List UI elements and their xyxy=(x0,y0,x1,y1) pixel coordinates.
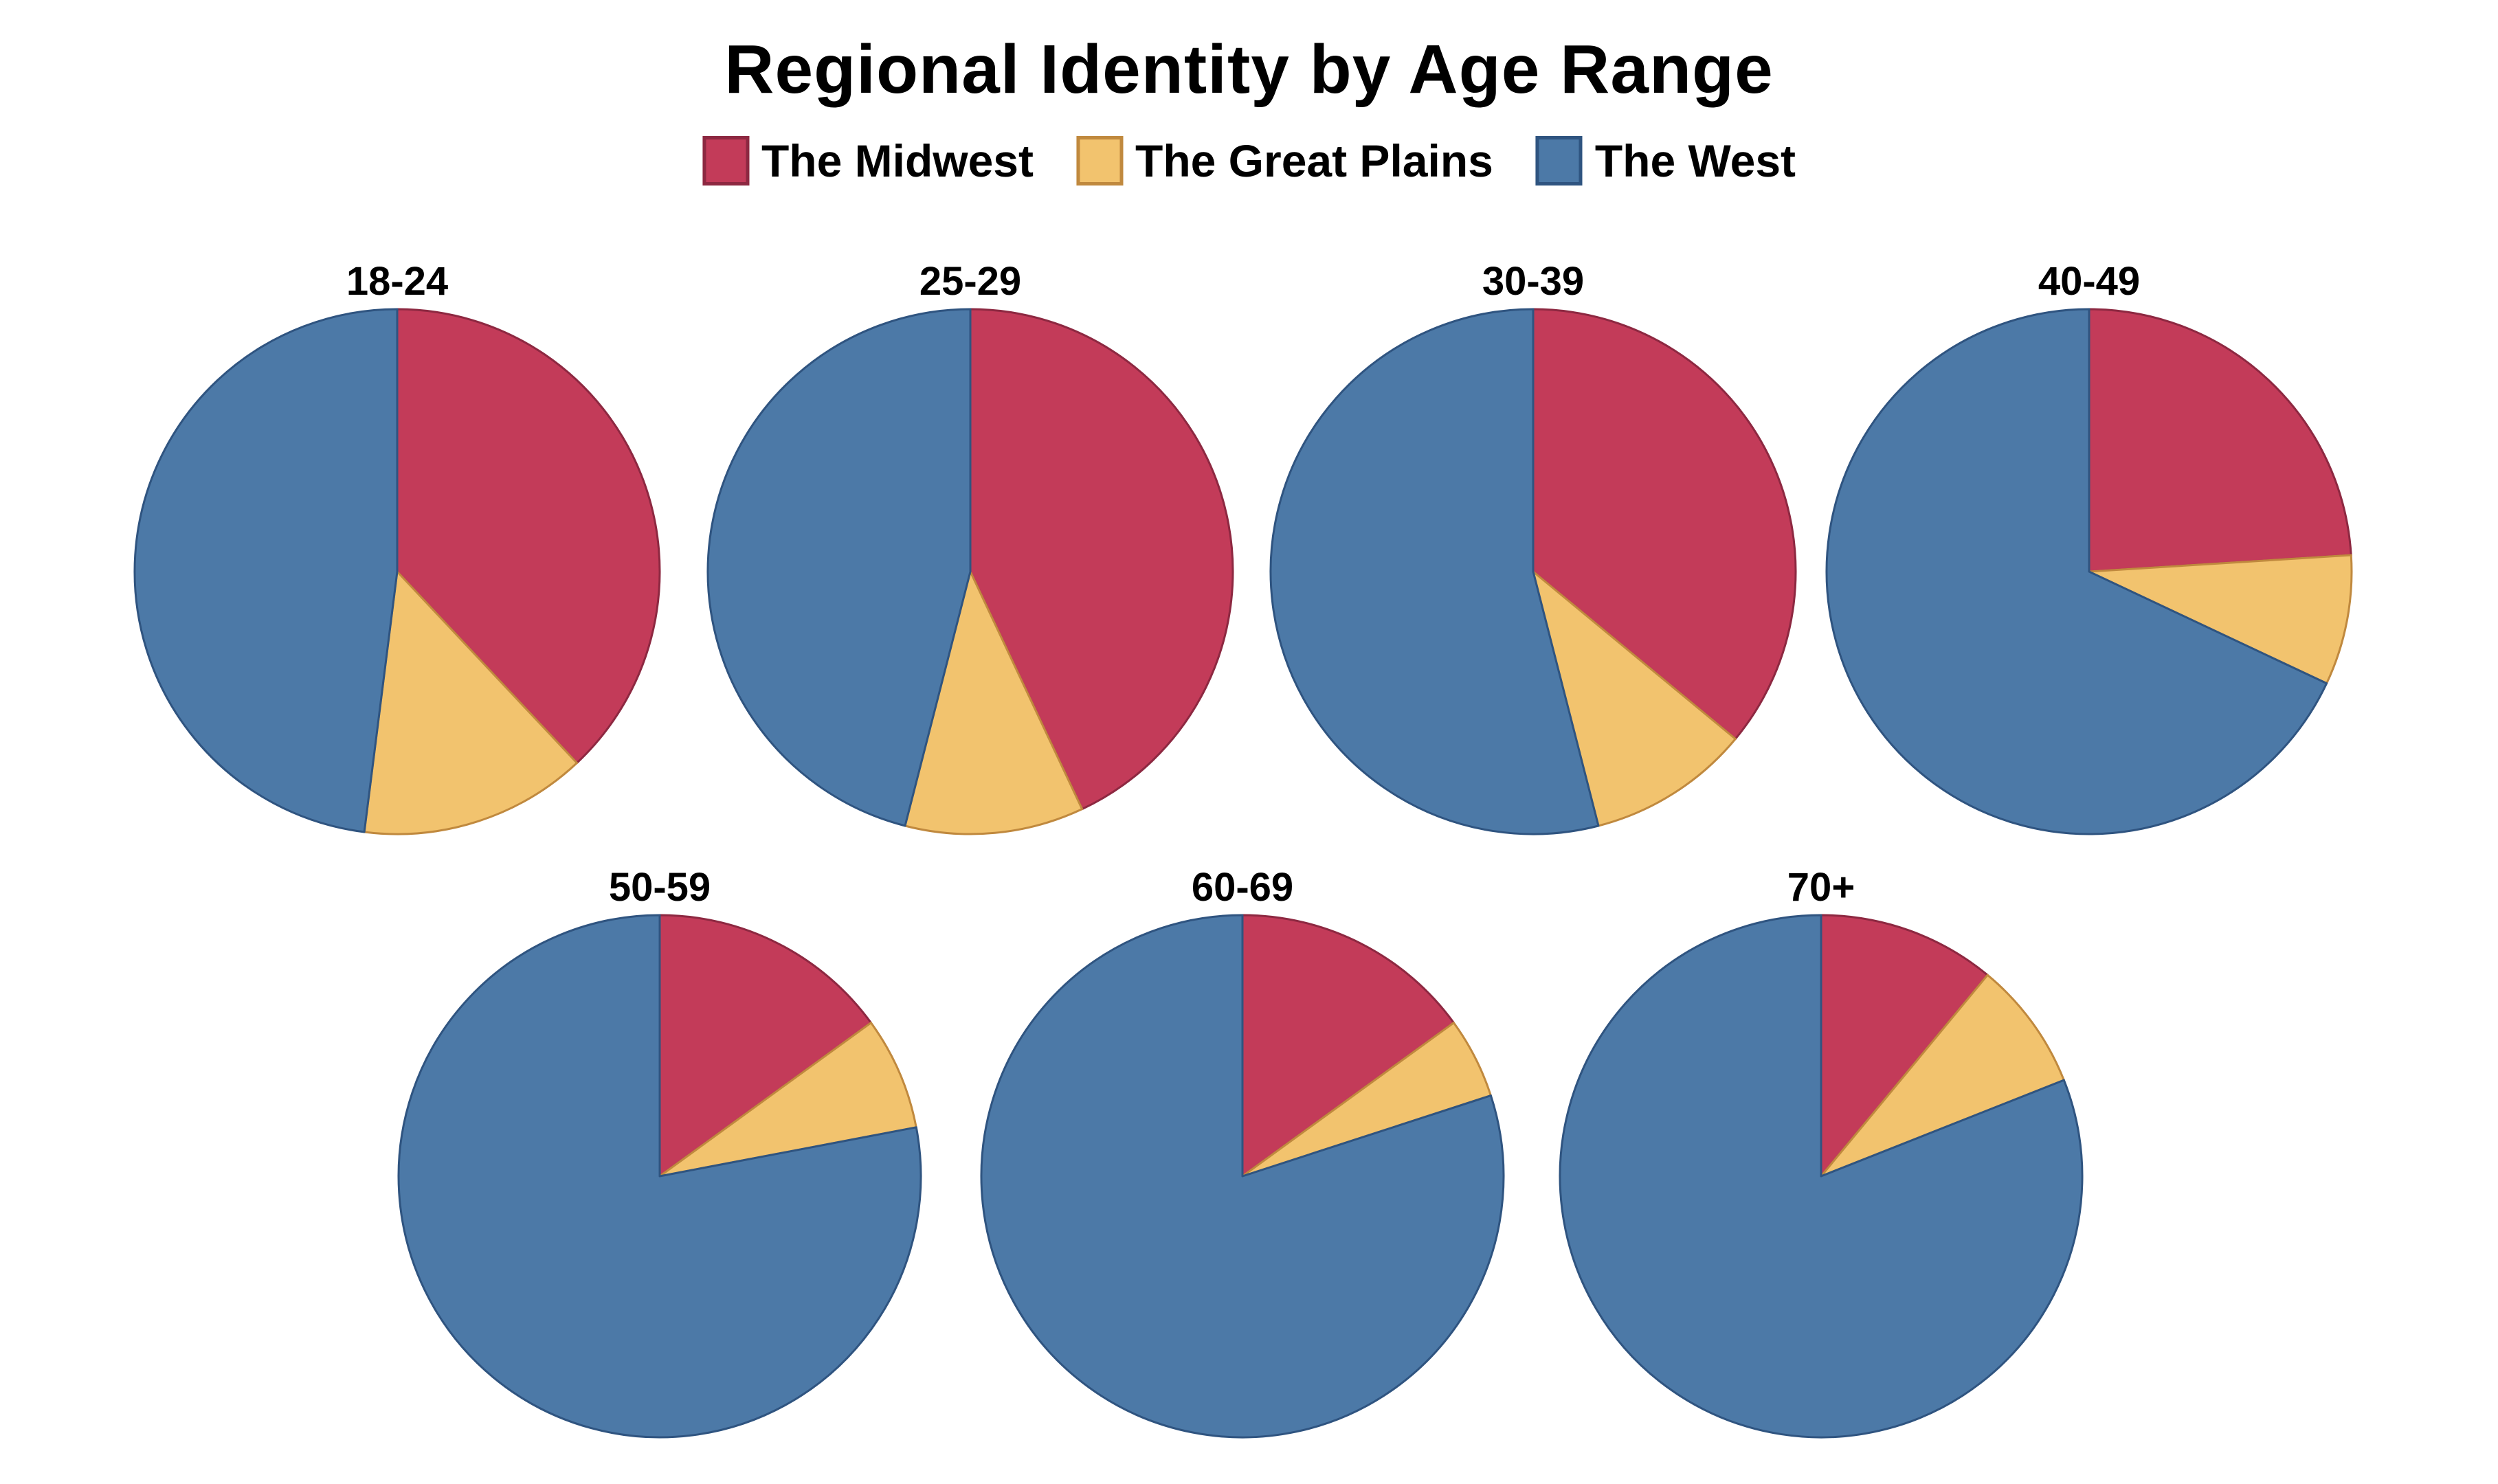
slice-70-plus-the-west xyxy=(1559,914,2084,1439)
pie-30-39: 30-39 xyxy=(1269,259,1797,835)
pie-25-29: 25-29 xyxy=(706,259,1234,835)
pie-chart-70-plus xyxy=(1559,914,2084,1439)
pie-40-49: 40-49 xyxy=(1825,259,2353,835)
pie-18-24: 18-24 xyxy=(133,259,661,835)
slice-40-49-the-west xyxy=(1825,308,2328,835)
pie-label-18-24: 18-24 xyxy=(346,259,449,304)
slice-50-59-the-great-plains xyxy=(658,1022,917,1178)
legend-swatch-the-great-plains xyxy=(1076,136,1124,186)
pie-chart-60-69 xyxy=(980,914,1505,1439)
slice-50-59-the-midwest xyxy=(658,914,872,1178)
pie-label-60-69: 60-69 xyxy=(1191,865,1294,910)
pie-chart-18-24 xyxy=(133,308,661,835)
pie-label-40-49: 40-49 xyxy=(2038,259,2141,304)
pie-chart-40-49 xyxy=(1825,308,2353,835)
pie-label-50-59: 50-59 xyxy=(608,865,711,910)
slice-30-39-the-west xyxy=(1269,308,1600,835)
slice-30-39-the-great-plains xyxy=(1532,570,1737,827)
legend-label-the-midwest: The Midwest xyxy=(761,135,1034,186)
legend-label-the-great-plains: The Great Plains xyxy=(1135,135,1493,186)
pie-70-plus: 70+ xyxy=(1559,865,2084,1439)
legend-item-the-west: The West xyxy=(1535,135,1796,187)
slice-40-49-the-great-plains xyxy=(2088,554,2353,685)
pie-label-70-plus: 70+ xyxy=(1787,865,1855,910)
slice-30-39-the-midwest xyxy=(1532,308,1797,740)
legend-swatch-the-midwest xyxy=(702,136,749,186)
legend-item-the-great-plains: The Great Plains xyxy=(1076,135,1493,187)
pie-60-69: 60-69 xyxy=(980,865,1505,1439)
slice-50-59-the-west xyxy=(397,914,922,1439)
slice-25-29-the-midwest xyxy=(969,308,1234,811)
chart-title: Regional Identity by Age Range xyxy=(724,31,1774,108)
pie-chart-30-39 xyxy=(1269,308,1797,835)
slice-25-29-the-west xyxy=(706,308,972,827)
pie-chart-25-29 xyxy=(706,308,1234,835)
pie-50-59: 50-59 xyxy=(397,865,922,1439)
legend-swatch-the-west xyxy=(1535,136,1583,186)
pie-chart-50-59 xyxy=(397,914,922,1439)
legend: The Midwest The Great Plains The West xyxy=(702,135,1796,187)
legend-item-the-midwest: The Midwest xyxy=(702,135,1034,187)
slice-70-plus-the-midwest xyxy=(1820,914,1989,1178)
slice-40-49-the-midwest xyxy=(2088,308,2352,573)
slice-70-plus-the-great-plains xyxy=(1820,974,2065,1178)
slice-18-24-the-great-plains xyxy=(363,570,578,835)
slice-25-29-the-great-plains xyxy=(904,570,1084,835)
slice-18-24-the-midwest xyxy=(396,308,661,764)
pie-label-30-39: 30-39 xyxy=(1482,259,1585,304)
pie-label-25-29: 25-29 xyxy=(919,259,1022,304)
slice-60-69-the-west xyxy=(980,914,1505,1439)
slice-18-24-the-west xyxy=(133,308,399,833)
slice-60-69-the-midwest xyxy=(1241,914,1455,1178)
legend-label-the-west: The West xyxy=(1594,135,1796,186)
